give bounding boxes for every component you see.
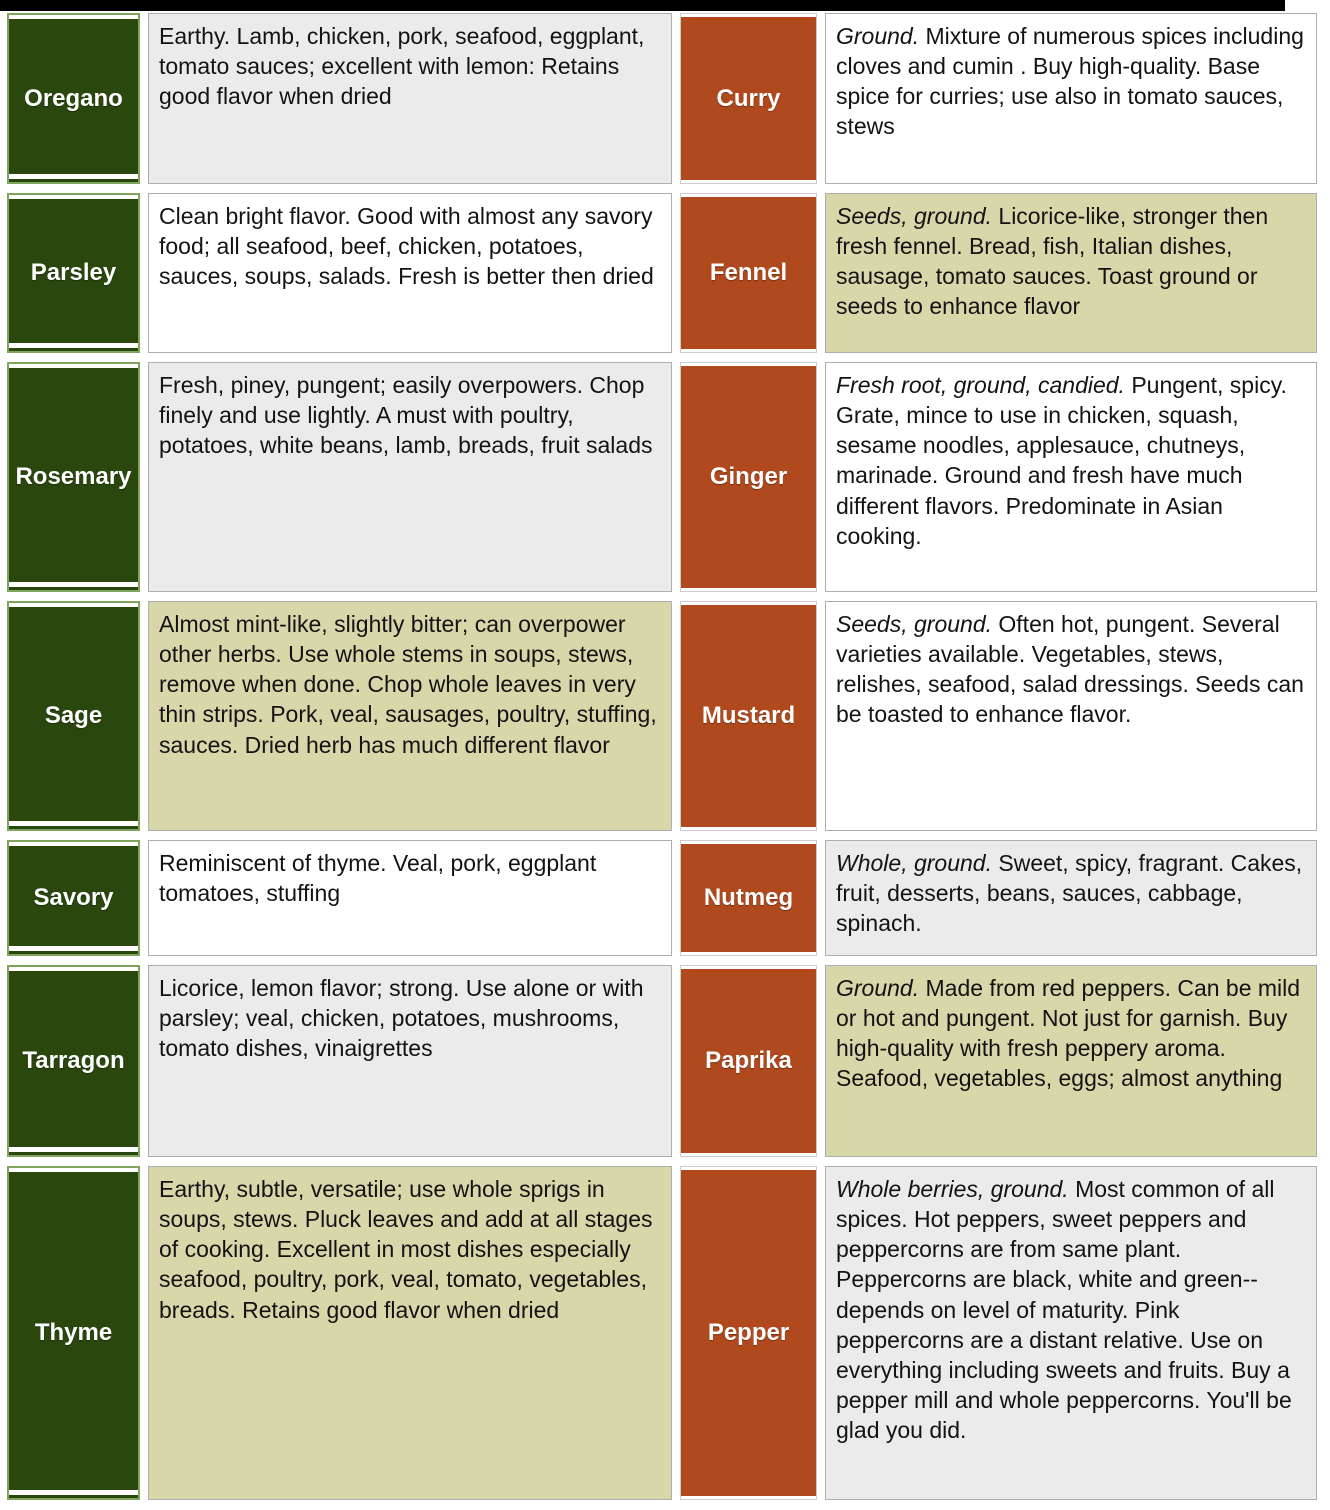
herb-name-cell: Parsley [7,193,140,353]
herb-name: Oregano [24,84,123,112]
herb-name-cell: Oregano [7,13,140,184]
herb-description-cell: Clean bright flavor. Good with almost an… [148,193,672,353]
herb-description: Licorice, lemon flavor; strong. Use alon… [159,975,644,1062]
herb-name-cell: Thyme [7,1166,140,1500]
herb-description-cell: Earthy. Lamb, chicken, pork, seafood, eg… [148,13,672,184]
spice-description-cell: Seeds, ground. Licorice-like, stronger t… [825,193,1317,353]
herb-description: Fresh, piney, pungent; easily overpowers… [159,372,653,459]
spice-description-cell: Ground. Mixture of numerous spices inclu… [825,13,1317,184]
herb-name: Thyme [34,1319,113,1346]
herb-spice-table: Oregano Earthy. Lamb, chicken, pork, sea… [7,13,1317,1500]
spice-name: Nutmeg [703,884,794,911]
spice-name-cell: Fennel [680,193,817,353]
spice-name-cell: Ginger [680,362,817,592]
herb-name-cell: Tarragon [7,965,140,1157]
herb-name: Sage [44,702,103,729]
herb-description: Earthy. Lamb, chicken, pork, seafood, eg… [159,23,645,110]
herb-name: Tarragon [22,1047,125,1074]
herb-description: Earthy, subtle, versatile; use whole spr… [159,1176,653,1323]
spice-description-cell: Whole berries, ground. Most common of al… [825,1166,1317,1500]
spice-description-cell: Fresh root, ground, candied. Pungent, sp… [825,362,1317,592]
herb-name-cell: Sage [7,601,140,831]
spice-name-cell: Mustard [680,601,817,831]
spice-name: Paprika [705,1047,792,1074]
spice-name: Mustard [701,702,796,729]
spice-description-cell: Whole, ground. Sweet, spicy, fragrant. C… [825,840,1317,956]
herb-description: Clean bright flavor. Good with almost an… [159,203,654,290]
spice-form-lead: Whole, ground. [836,850,992,876]
spice-description: Licorice-like, stronger then fresh fenne… [836,203,1269,320]
herb-description-cell: Fresh, piney, pungent; easily overpowers… [148,362,672,592]
spice-form-lead: Fresh root, ground, candied. [836,372,1125,398]
herb-name-cell: Rosemary [7,362,140,592]
spice-name-cell: Paprika [680,965,817,1157]
spice-name-cell: Nutmeg [680,840,817,956]
spice-form-lead: Ground. [836,975,920,1001]
spice-name: Pepper [707,1319,790,1346]
spice-form-lead: Whole berries, ground. [836,1176,1069,1202]
herb-description: Almost mint-like, slightly bitter; can o… [159,611,657,758]
spice-name: Fennel [709,259,788,286]
herb-description-cell: Earthy, subtle, versatile; use whole spr… [148,1166,672,1500]
spice-form-lead: Seeds, ground. [836,611,993,637]
herb-name: Parsley [30,259,117,286]
spice-description-cell: Seeds, ground. Often hot, pungent. Sever… [825,601,1317,831]
herb-description-cell: Almost mint-like, slightly bitter; can o… [148,601,672,831]
spice-description: Often hot, pungent. Several varieties av… [836,611,1304,728]
spice-description: Pungent, spicy. Grate, mince to use in c… [836,372,1287,549]
spice-description: Most common of all spices. Hot peppers, … [836,1176,1292,1443]
herb-description-cell: Licorice, lemon flavor; strong. Use alon… [148,965,672,1157]
spice-form-lead: Ground. [836,23,920,49]
herb-description-cell: Reminiscent of thyme. Veal, pork, eggpla… [148,840,672,956]
spice-description: Made from red peppers. Can be mild or ho… [836,975,1301,1092]
herb-name-cell: Savory [7,840,140,956]
herb-name: Rosemary [15,463,132,490]
spice-description: Mixture of numerous spices including clo… [836,23,1304,140]
spice-name-cell: Pepper [680,1166,817,1500]
top-black-bar [0,0,1285,11]
spice-name: Ginger [709,463,788,490]
herb-name: Savory [33,884,114,911]
herb-description: Reminiscent of thyme. Veal, pork, eggpla… [159,850,597,907]
spice-name-cell: Curry [680,13,817,184]
spice-form-lead: Seeds, ground. [836,203,993,229]
spice-description: Sweet, spicy, fragrant. Cakes, fruit, de… [836,850,1303,937]
spice-description-cell: Ground. Made from red peppers. Can be mi… [825,965,1317,1157]
spice-name: Curry [716,84,781,112]
